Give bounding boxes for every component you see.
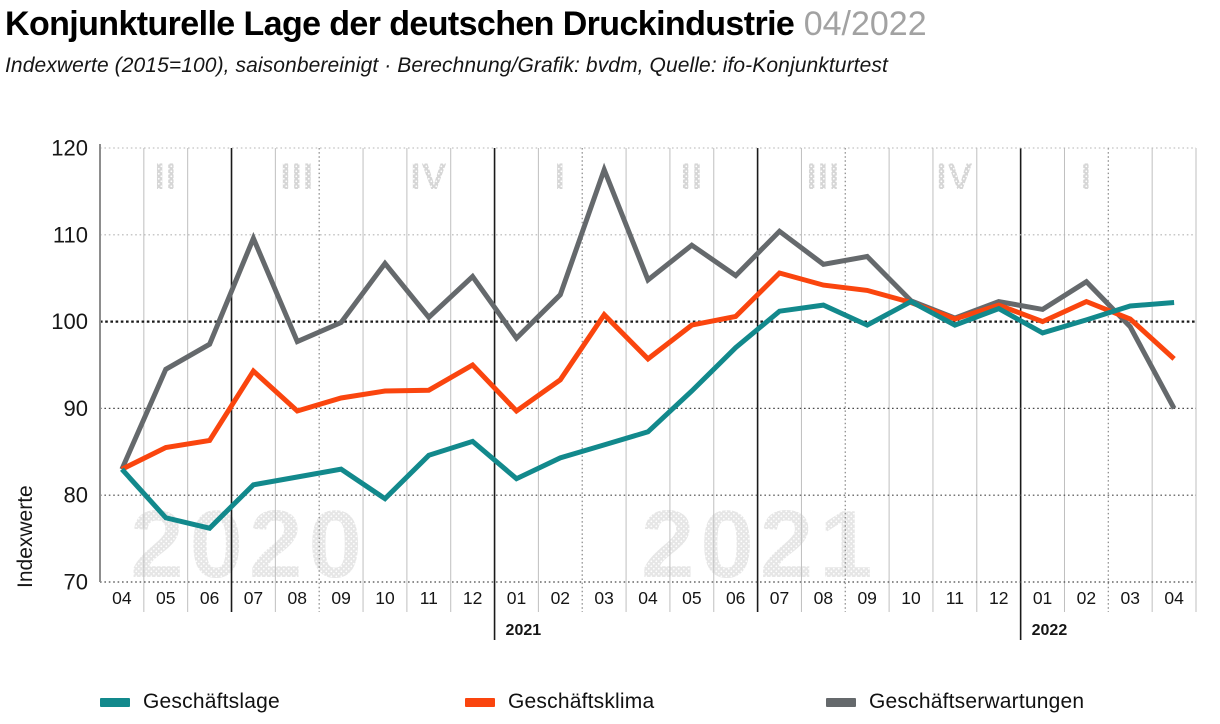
legend-item-geschaeftserwartungen: Geschäftserwartungen bbox=[826, 688, 1084, 716]
title-period-value: 04/2022 bbox=[803, 5, 927, 43]
quarter-labels: II III IV I II III IV I bbox=[154, 156, 1092, 197]
y-tick-label: 120 bbox=[51, 136, 88, 161]
quarter-label: IV bbox=[936, 156, 973, 197]
x-tick-label: 05 bbox=[682, 588, 701, 608]
year-labels: 2021 2022 bbox=[506, 622, 1068, 639]
y-axis-labels: 70 80 90 100 110 120 bbox=[51, 136, 88, 595]
x-tick-label: 10 bbox=[375, 588, 395, 608]
legend-swatch-geschaeftserwartungen bbox=[826, 697, 856, 707]
x-tick-label: 09 bbox=[331, 588, 350, 608]
legend-label-geschaeftsklima: Geschäftsklima bbox=[508, 690, 655, 713]
x-tick-label: 01 bbox=[507, 588, 526, 608]
quarter-label: III bbox=[806, 156, 840, 197]
x-tick-label: 10 bbox=[901, 588, 921, 608]
title-text: Konjunkturelle Lage der deutschen Drucki… bbox=[5, 5, 795, 43]
chart-header: Konjunkturelle Lage der deutschen Drucki… bbox=[5, 2, 1215, 78]
quarter-label: III bbox=[280, 156, 314, 197]
y-tick-label: 90 bbox=[64, 396, 88, 421]
x-tick-label: 03 bbox=[1121, 588, 1140, 608]
quarter-label: I bbox=[555, 156, 566, 197]
y-tick-label: 80 bbox=[64, 483, 88, 508]
x-tick-label: 04 bbox=[112, 588, 132, 608]
y-tick-label: 100 bbox=[51, 309, 88, 334]
x-tick-label: 04 bbox=[638, 588, 658, 608]
x-tick-label: 08 bbox=[814, 588, 833, 608]
x-axis-labels: 04 05 06 07 08 09 10 11 12 01 02 03 04 05 06 07 08 09 10 11… bbox=[112, 588, 1184, 608]
x-tick-label: 07 bbox=[244, 588, 263, 608]
title-period bbox=[794, 5, 803, 43]
legend-swatch-geschaeftsklima bbox=[465, 697, 495, 707]
x-year-label: 2022 bbox=[1032, 622, 1068, 639]
x-tick-label: 02 bbox=[1077, 588, 1096, 608]
year-watermarks: 2020 2021 bbox=[130, 491, 879, 598]
series-geschäftserwartungen bbox=[119, 162, 1177, 471]
x-tick-label: 03 bbox=[594, 588, 613, 608]
h-gridlines bbox=[100, 147, 1196, 583]
y-axis-title: Indexwerte bbox=[14, 485, 37, 588]
quarter-label: II bbox=[154, 156, 177, 197]
x-tick-label: 04 bbox=[1164, 588, 1184, 608]
x-tick-label: 01 bbox=[1033, 588, 1052, 608]
y-tick-label: 110 bbox=[53, 222, 88, 247]
quarter-label: II bbox=[681, 156, 704, 197]
y-tick-label: 70 bbox=[64, 570, 88, 595]
legend-label-geschaeftserwartungen: Geschäftserwartungen bbox=[869, 690, 1085, 713]
quarter-label: I bbox=[1081, 156, 1092, 197]
x-tick-label: 07 bbox=[770, 588, 789, 608]
x-tick-label: 12 bbox=[463, 588, 482, 608]
x-tick-label: 06 bbox=[200, 588, 219, 608]
quarter-label: IV bbox=[410, 156, 447, 197]
year-watermark: 2021 bbox=[641, 491, 879, 598]
x-year-label: 2021 bbox=[506, 622, 542, 639]
x-tick-label: 06 bbox=[726, 588, 745, 608]
year-watermark: 2020 bbox=[130, 491, 368, 598]
x-tick-label: 11 bbox=[946, 588, 964, 608]
v-gridlines bbox=[143, 148, 1197, 640]
x-tick-label: 11 bbox=[420, 588, 438, 608]
legend-swatch-geschaeftslage bbox=[100, 697, 130, 707]
series-geschäftslage bbox=[120, 298, 1175, 531]
x-tick-label: 05 bbox=[156, 588, 175, 608]
legend-item-geschaeftsklima: Geschäftsklima bbox=[465, 688, 654, 716]
legend: Geschäftslage Geschäftsklima Geschäftser… bbox=[0, 688, 1220, 718]
x-tick-label: 09 bbox=[857, 588, 876, 608]
legend-item-geschaeftslage: Geschäftslage bbox=[100, 688, 280, 716]
chart-subtitle: Indexwerte (2015=100), saisonbereinigt ·… bbox=[5, 54, 888, 77]
page-title: Konjunkturelle Lage der deutschen Drucki… bbox=[5, 2, 1215, 46]
series-geschäftsklima bbox=[120, 270, 1176, 472]
x-tick-label: 12 bbox=[989, 588, 1008, 608]
x-tick-label: 02 bbox=[551, 588, 570, 608]
x-tick-label: 08 bbox=[288, 588, 307, 608]
legend-label-geschaeftslage: Geschäftslage bbox=[143, 690, 280, 713]
